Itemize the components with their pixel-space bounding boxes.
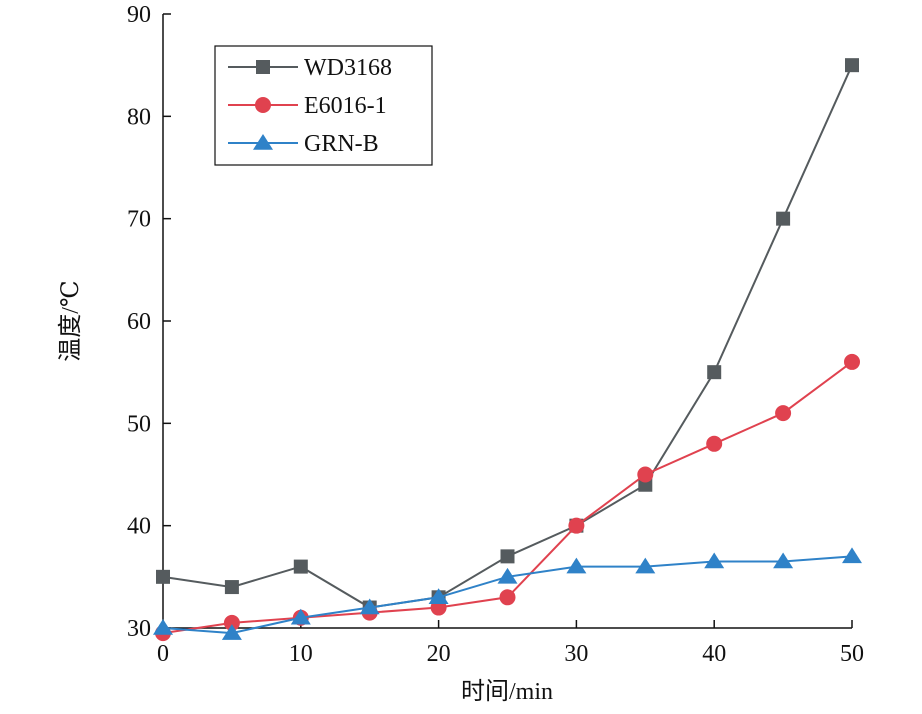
legend-label: GRN-B (304, 131, 379, 157)
data-point (775, 405, 792, 422)
y-tick-label: 80 (127, 104, 151, 130)
data-point (255, 97, 271, 113)
series-GRN-B (153, 547, 862, 640)
x-tick-label: 30 (564, 641, 588, 667)
data-point (428, 588, 449, 605)
data-point (568, 517, 585, 534)
x-axis-title: 时间/min (461, 678, 553, 705)
data-point (156, 569, 170, 584)
x-tick-label: 10 (289, 641, 313, 667)
legend-item: E6016-1 (228, 93, 387, 119)
data-point (499, 589, 516, 606)
y-tick-label: 70 (127, 207, 151, 233)
y-tick-label: 30 (127, 616, 151, 642)
x-tick-label: 0 (157, 641, 169, 667)
data-point (844, 353, 860, 370)
data-point (256, 60, 270, 74)
data-point (221, 624, 242, 640)
legend-item: WD3168 (228, 55, 392, 81)
legend-label: WD3168 (304, 55, 392, 81)
plot-area (153, 58, 862, 642)
y-tick-label: 40 (127, 514, 151, 540)
x-tick-label: 20 (427, 641, 451, 667)
y-tick-label: 50 (127, 411, 151, 437)
data-point (293, 559, 308, 574)
data-point (707, 365, 722, 380)
data-point (223, 614, 240, 631)
data-point (637, 466, 654, 483)
x-tick-label: 50 (840, 641, 864, 667)
axes: 30 40 50 60 70 80 90 0 10 20 30 40 50 (127, 2, 864, 667)
data-point (704, 552, 725, 569)
data-point (776, 211, 791, 226)
legend-item: GRN-B (228, 131, 379, 157)
data-point (153, 619, 173, 635)
data-point (290, 608, 311, 625)
y-tick-label: 90 (127, 2, 151, 28)
legend-label: E6016-1 (304, 93, 387, 119)
data-point (566, 557, 587, 574)
data-point (224, 580, 239, 595)
data-point (842, 547, 862, 564)
series-E6016-1 (155, 353, 860, 642)
data-point (359, 598, 380, 615)
legend: WD3168 E6016-1 GRN-B (214, 45, 433, 166)
data-point (635, 557, 656, 574)
data-point (773, 552, 794, 569)
data-point (253, 134, 273, 150)
data-point (845, 58, 859, 73)
data-point (706, 435, 723, 452)
data-point (497, 567, 518, 584)
x-tick-label: 40 (702, 641, 726, 667)
y-axis-title: 温度/℃ (57, 280, 84, 362)
data-point (500, 549, 515, 564)
y-tick-label: 60 (127, 309, 151, 335)
